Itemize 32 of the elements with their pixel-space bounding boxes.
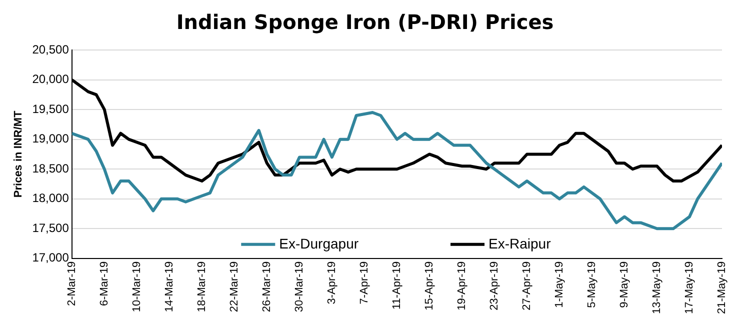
- x-tick-label: 27-Apr-19: [521, 261, 533, 310]
- y-tick-label: 20,000: [32, 72, 70, 86]
- x-tick-label: 26-Mar-19: [260, 261, 273, 312]
- y-tick-label: 19,500: [32, 102, 70, 116]
- x-tick-label: 14-Mar-19: [163, 261, 176, 312]
- x-tick-label: 18-Mar-19: [196, 261, 208, 312]
- y-tick-label: 18,000: [32, 191, 70, 206]
- legend-label: Ex-Raipur: [488, 235, 552, 252]
- y-tick-label: 19,000: [32, 132, 70, 146]
- y-tick-label: 20,500: [32, 42, 70, 56]
- x-tick-label: 11-Apr-19: [390, 261, 403, 310]
- x-tick-label: 2-Mar-19: [66, 261, 78, 306]
- x-tick-label: 17-May-19: [684, 261, 696, 314]
- x-tick-label: 30-Mar-19: [293, 261, 306, 312]
- x-tick-label: 7-Apr-19: [358, 261, 370, 304]
- y-tick-label: 18,500: [32, 161, 70, 176]
- x-tick-label: 23-Apr-19: [488, 261, 500, 310]
- x-tick-label: 19-Apr-19: [456, 261, 468, 310]
- legend-label: Ex-Durgapur: [279, 235, 359, 252]
- y-tick-label: 17,500: [32, 220, 70, 235]
- x-tick-label: 3-Apr-19: [326, 261, 338, 304]
- x-tick-label: 13-May-19: [651, 261, 664, 314]
- x-tick-label: 15-Apr-19: [423, 261, 436, 310]
- x-tick-label: 21-May-19: [716, 261, 728, 314]
- x-tick-label: 5-May-19: [586, 261, 598, 308]
- x-tick-label: 9-May-19: [618, 261, 631, 308]
- y-axis-title: Prices in INR/MT: [12, 110, 25, 198]
- x-tick-label: 6-Mar-19: [98, 261, 110, 306]
- x-tick-label: 10-Mar-19: [130, 261, 143, 312]
- x-tick-label: 1-May-19: [554, 261, 566, 308]
- chart-title: Indian Sponge Iron (P-DRI) Prices: [176, 10, 554, 34]
- x-tick-label: 22-Mar-19: [228, 261, 240, 312]
